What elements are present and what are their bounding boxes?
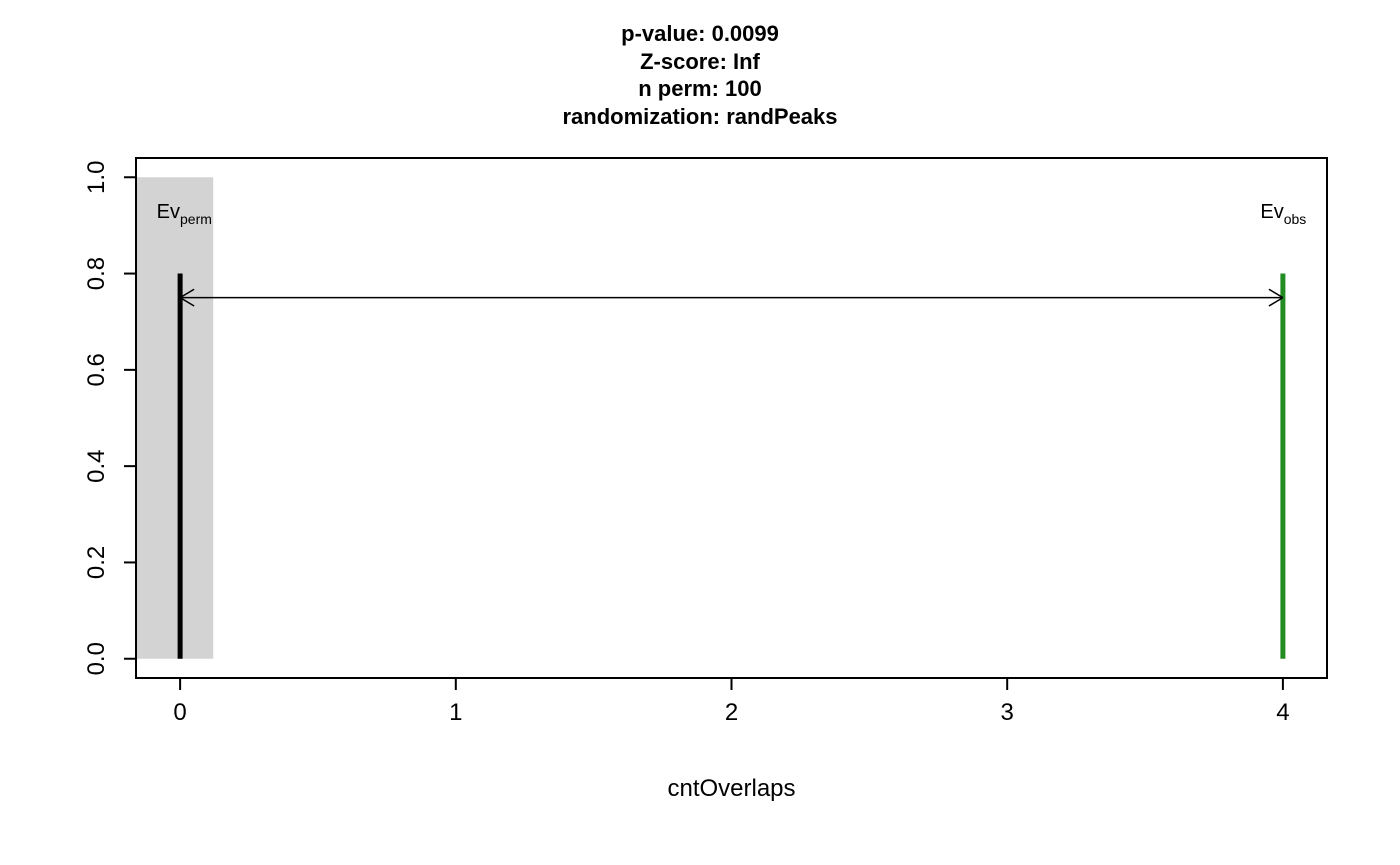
x-tick-label: 1 — [449, 699, 462, 726]
perm-histogram-bar — [136, 177, 213, 658]
plot-title: p-value: 0.0099Z-score: Infn perm: 100ra… — [0, 20, 1400, 130]
y-tick-label: 0.0 — [83, 642, 110, 675]
ev-obs-label: Evobs — [1260, 201, 1306, 227]
y-tick-label: 0.2 — [83, 546, 110, 579]
y-tick-label: 0.4 — [83, 449, 110, 482]
x-axis-label: cntOverlaps — [667, 775, 795, 802]
y-tick-label: 1.0 — [83, 161, 110, 194]
x-tick-label: 0 — [173, 699, 186, 726]
plot-border — [136, 158, 1327, 678]
y-tick-label: 0.8 — [83, 257, 110, 290]
title-line-3: randomization: randPeaks — [0, 103, 1400, 131]
title-line-2: n perm: 100 — [0, 75, 1400, 103]
title-line-0: p-value: 0.0099 — [0, 20, 1400, 48]
y-tick-label: 0.6 — [83, 353, 110, 386]
permutation-test-plot: p-value: 0.0099Z-score: Infn perm: 100ra… — [0, 0, 1400, 865]
x-tick-label: 4 — [1276, 699, 1289, 726]
x-tick-label: 2 — [725, 699, 738, 726]
title-line-1: Z-score: Inf — [0, 48, 1400, 76]
x-tick-label: 3 — [1001, 699, 1014, 726]
